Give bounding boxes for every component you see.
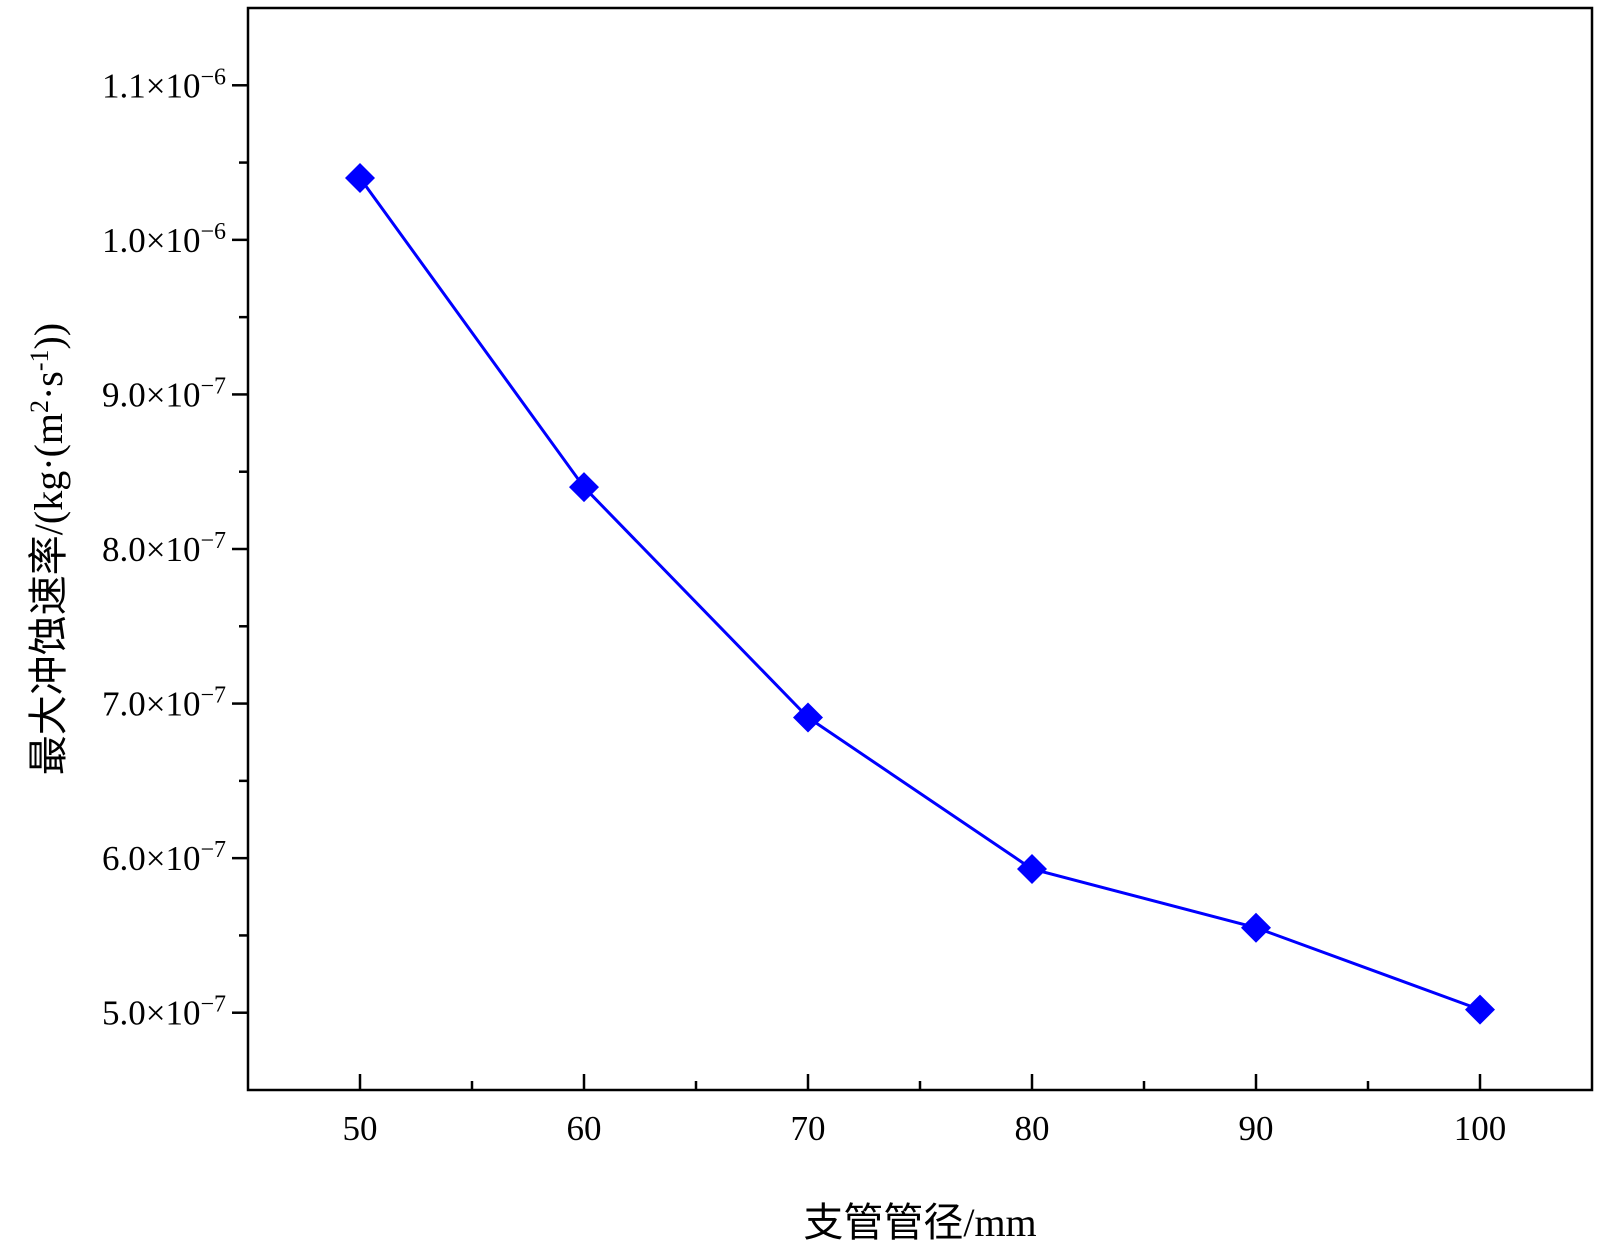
y-tick-label: 1.0×10−6 [102, 219, 226, 260]
data-point-marker [345, 163, 375, 194]
y-tick-label: 1.1×10−6 [102, 64, 226, 105]
x-tick-label: 60 [567, 1109, 602, 1148]
x-axis-ticks: 50 60 70 80 90 100 [343, 1074, 1507, 1148]
x-tick-label: 50 [343, 1109, 378, 1148]
series-line [358, 177, 1481, 1012]
y-tick-label: 6.0×10−7 [102, 837, 226, 878]
data-point-marker [1465, 994, 1495, 1025]
y-axis-title-main: 最大冲蚀速率/(kg·(m [26, 413, 71, 775]
y-axis-title-end: )) [26, 323, 71, 350]
y-axis-title-sup2: -1 [25, 349, 54, 371]
y-axis-ticks: 5.0×10−7 6.0×10−7 7.0×10−7 8.0×10−7 9.0×10−7… [102, 64, 248, 1033]
y-tick-label: 7.0×10−7 [102, 683, 226, 724]
data-point-marker [569, 472, 599, 503]
y-tick-label: 5.0×10−7 [102, 992, 226, 1033]
data-point-marker [1017, 853, 1047, 884]
x-tick-label: 90 [1239, 1109, 1274, 1148]
plot-frame [246, 6, 1594, 1092]
data-point-marker [1241, 912, 1271, 943]
y-axis-title-mid: ·s [26, 371, 71, 400]
x-tick-label: 70 [791, 1109, 826, 1148]
data-point-marker [793, 702, 823, 733]
x-tick-label: 80 [1015, 1109, 1050, 1148]
x-tick-label: 100 [1454, 1109, 1507, 1148]
series-layer [345, 163, 1495, 1025]
y-axis-title: 最大冲蚀速率/(kg·(m2·s-1)) [25, 323, 72, 775]
y-axis-title-sup1: 2 [25, 400, 54, 413]
y-tick-label: 9.0×10−7 [102, 373, 226, 414]
y-tick-label: 8.0×10−7 [102, 528, 226, 569]
x-axis-title: 支管管径/mm [803, 1200, 1036, 1245]
